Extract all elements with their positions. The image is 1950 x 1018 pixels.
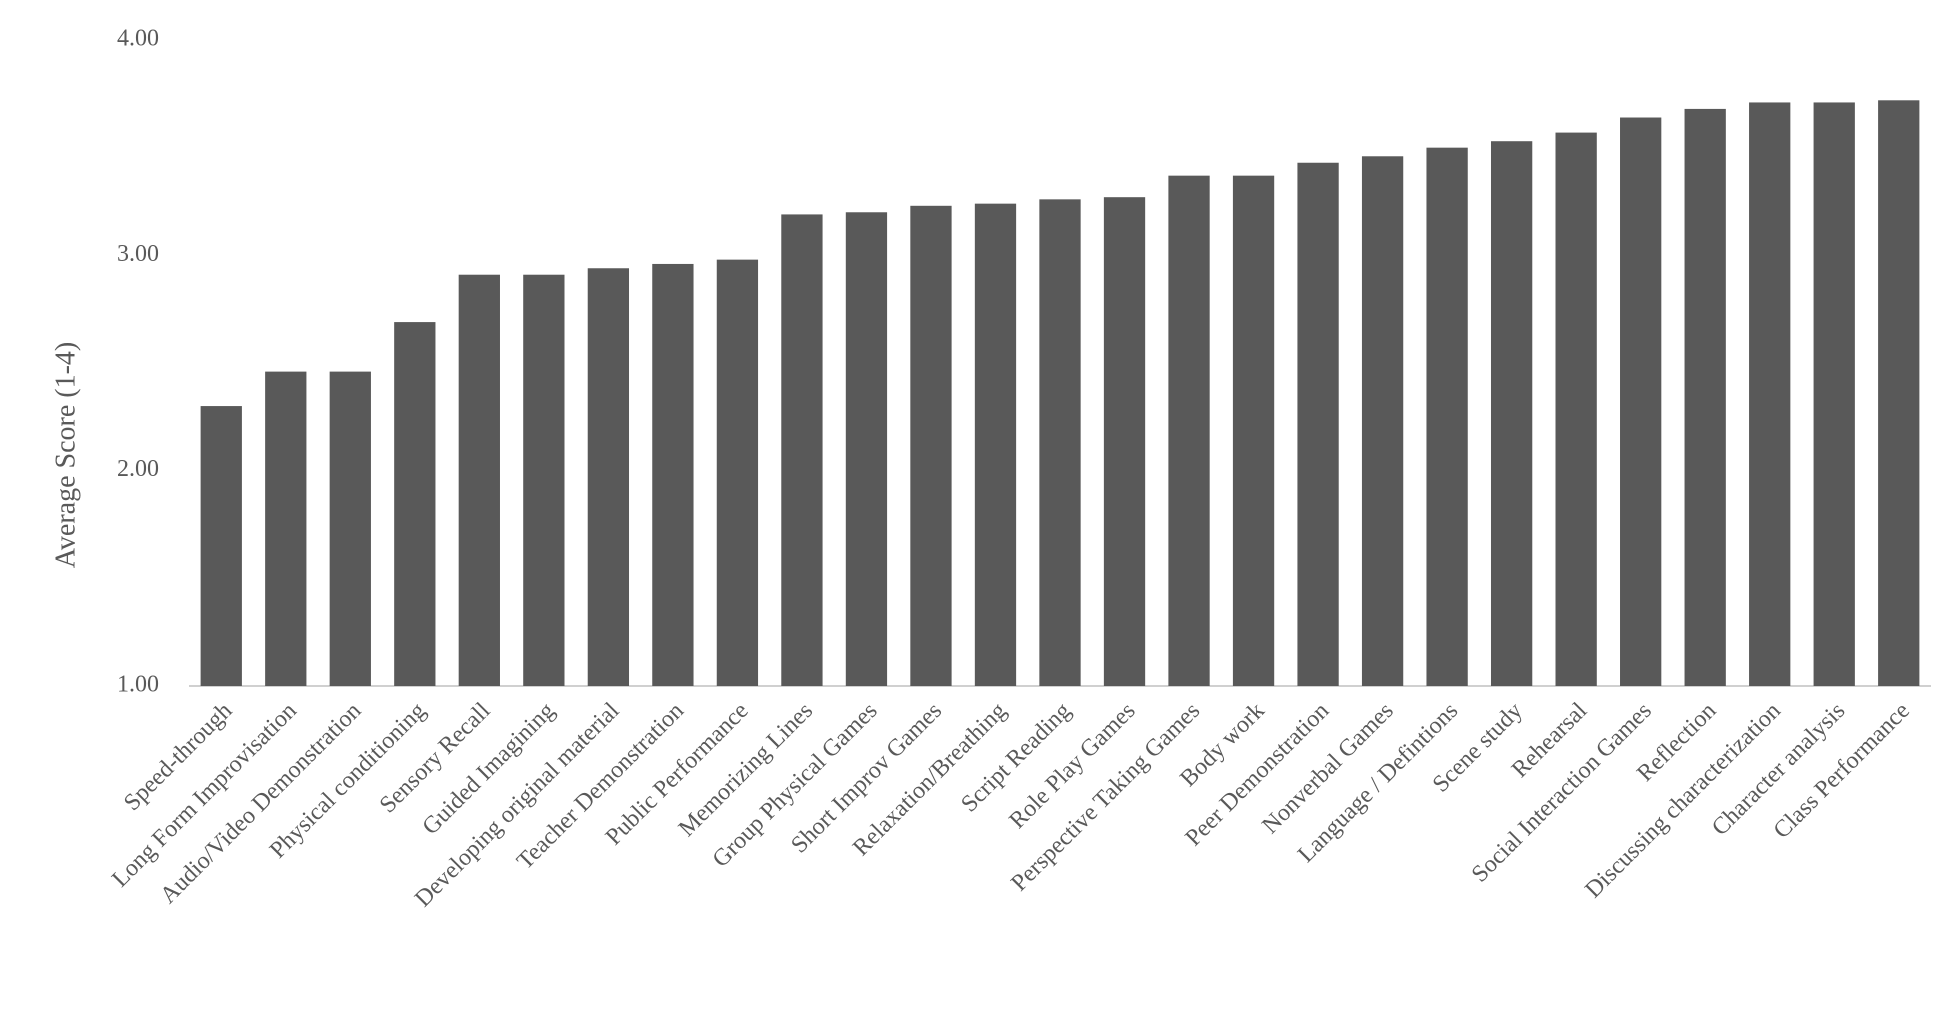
bar	[1813, 102, 1855, 687]
bar	[329, 371, 371, 686]
bar	[523, 274, 565, 686]
bar	[265, 371, 307, 686]
y-tick-label: 2.00	[117, 456, 159, 482]
bar	[1490, 141, 1533, 686]
bar	[1039, 199, 1081, 686]
y-tick-label: 1.00	[117, 672, 159, 698]
bar	[1232, 175, 1275, 686]
bar	[1168, 175, 1210, 686]
bar	[1620, 117, 1662, 686]
bar	[1684, 108, 1726, 686]
bar	[1749, 102, 1791, 687]
bar	[1426, 147, 1468, 686]
bar	[1103, 197, 1146, 686]
bar	[1297, 162, 1339, 687]
y-tick-label: 4.00	[117, 26, 159, 52]
bar	[652, 263, 694, 686]
bar	[458, 274, 500, 686]
y-axis-title: Average Score (1-4)	[50, 342, 81, 568]
bar	[716, 259, 759, 686]
bar	[910, 205, 952, 686]
bar	[1361, 156, 1404, 686]
x-tick-label: Sensory Recall	[375, 698, 496, 819]
bar	[845, 212, 888, 686]
bar	[394, 322, 436, 686]
y-tick-label: 3.00	[117, 241, 159, 267]
bar	[974, 203, 1017, 687]
bar	[781, 214, 823, 687]
bar	[1555, 132, 1597, 687]
bar	[200, 406, 242, 686]
bar	[587, 268, 630, 686]
bar	[1878, 100, 1920, 686]
